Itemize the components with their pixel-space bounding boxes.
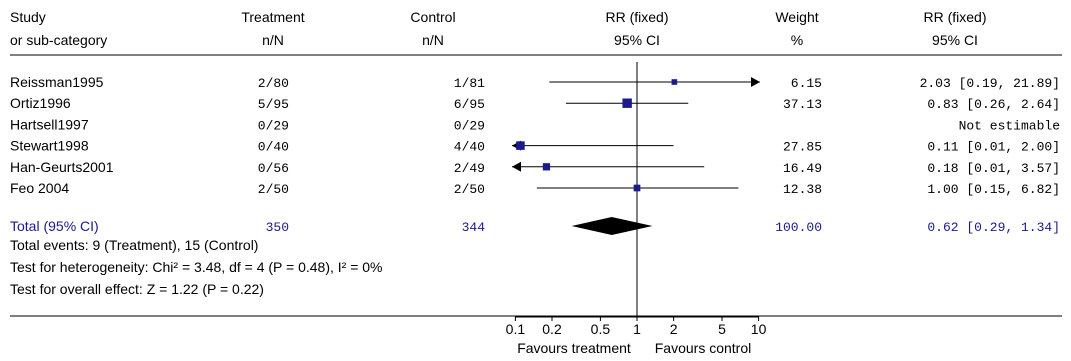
total-treatment: 350 <box>266 220 289 235</box>
control-events: 2/50 <box>454 182 485 197</box>
pooled-diamond <box>571 217 653 235</box>
footnote-events: Total events: 9 (Treatment), 15 (Control… <box>10 237 258 253</box>
header-treatment-sub: n/N <box>262 32 284 48</box>
study-rows: Reissman1995 2/80 1/81 6.15 2.03 [0.19, 21.8… <box>10 74 1060 197</box>
study-ci-text: 0.11 [0.01, 2.00] <box>927 140 1060 155</box>
favours-control-label: Favours control <box>655 340 751 356</box>
total-weight: 100.00 <box>775 220 822 235</box>
footnote-overall-effect: Test for overall effect: Z = 1.22 (P = 0… <box>10 281 264 297</box>
header-treatment: Treatment <box>241 9 304 25</box>
header-weight: Weight <box>775 9 818 25</box>
total-control: 344 <box>462 220 486 235</box>
study-name: Hartsell1997 <box>10 116 89 132</box>
study-name: Feo 2004 <box>10 180 69 196</box>
footnote-heterogeneity: Test for heterogeneity: Chi² = 3.48, df … <box>10 259 383 275</box>
study-ci-text: 1.00 [0.15, 6.82] <box>927 182 1060 197</box>
axis-tick-label: 2 <box>670 321 678 337</box>
study-weight: 37.13 <box>783 97 822 112</box>
total-ci-text: 0.62 [0.29, 1.34] <box>927 220 1060 235</box>
treatment-events: 0/56 <box>258 161 289 176</box>
treatment-events: 2/50 <box>258 182 289 197</box>
study-ci-text: 0.18 [0.01, 3.57] <box>927 161 1060 176</box>
study-name: Stewart1998 <box>10 138 89 154</box>
axis-tick-label: 10 <box>751 321 767 337</box>
study-ci-text: 0.83 [0.26, 2.64] <box>927 97 1060 112</box>
treatment-events: 5/95 <box>258 97 289 112</box>
treatment-events: 0/29 <box>258 118 289 133</box>
study-weight: 27.85 <box>783 140 822 155</box>
study-name: Ortiz1996 <box>10 95 71 111</box>
point-estimate-marker <box>671 79 678 85</box>
treatment-events: 0/40 <box>258 140 289 155</box>
header-weight-sub: % <box>791 32 803 48</box>
study-ci-text: 2.03 [0.19, 21.89] <box>920 76 1060 91</box>
control-events: 6/95 <box>454 97 485 112</box>
control-events: 0/29 <box>454 118 485 133</box>
study-row: Hartsell1997 0/29 0/29 Not estimable <box>10 116 1060 133</box>
study-name: Reissman1995 <box>10 74 104 90</box>
study-weight: 16.49 <box>783 161 822 176</box>
header-rr-text-sub: 95% CI <box>932 32 978 48</box>
study-name: Han-Geurts2001 <box>10 159 114 175</box>
header-control-sub: n/N <box>422 32 444 48</box>
header-study: Study <box>10 9 46 25</box>
control-events: 1/81 <box>454 76 485 91</box>
study-row: Reissman1995 2/80 1/81 6.15 2.03 [0.19, 21.8… <box>10 74 1060 91</box>
axis-tick-label: 5 <box>718 321 726 337</box>
point-estimate-marker <box>542 163 551 171</box>
study-row: Ortiz1996 5/95 6/95 37.13 0.83 [0.26, 2.64] <box>10 95 1060 112</box>
point-estimate-marker <box>516 141 525 150</box>
control-events: 2/49 <box>454 161 485 176</box>
study-weight: 12.38 <box>783 182 822 197</box>
header-rr-plot: RR (fixed) <box>605 9 668 25</box>
favours-treatment-label: Favours treatment <box>517 340 631 356</box>
study-row: Han-Geurts2001 0/56 2/49 16.49 0.18 [0.01, 3… <box>10 159 1060 176</box>
axis-tick-label: 0.1 <box>506 321 526 337</box>
study-row: Stewart1998 0/40 4/40 27.85 0.11 [0.01, 2.00… <box>10 138 1060 155</box>
ci-arrow-left <box>512 161 521 172</box>
header-subcategory: or sub-category <box>10 32 107 48</box>
study-weight: 6.15 <box>791 76 822 91</box>
study-row: Feo 2004 2/50 2/50 12.38 1.00 [0.15, 6.82] <box>10 180 1060 197</box>
total-label: Total (95% CI) <box>10 218 99 234</box>
point-estimate-marker <box>622 98 632 108</box>
axis-tick-label: 0.2 <box>542 321 562 337</box>
study-ci-text: Not estimable <box>959 118 1060 133</box>
ci-arrow-right <box>751 77 760 87</box>
treatment-events: 2/80 <box>258 76 289 91</box>
control-events: 4/40 <box>454 140 485 155</box>
point-estimate-marker <box>633 184 641 192</box>
x-axis: 0.1 0.2 0.5 1 2 5 10 <box>506 316 767 337</box>
header-control: Control <box>410 9 455 25</box>
header-rr-plot-sub: 95% CI <box>614 32 660 48</box>
axis-tick-label: 0.5 <box>591 321 611 337</box>
axis-tick-label: 1 <box>633 321 641 337</box>
header-rr-text: RR (fixed) <box>923 9 986 25</box>
